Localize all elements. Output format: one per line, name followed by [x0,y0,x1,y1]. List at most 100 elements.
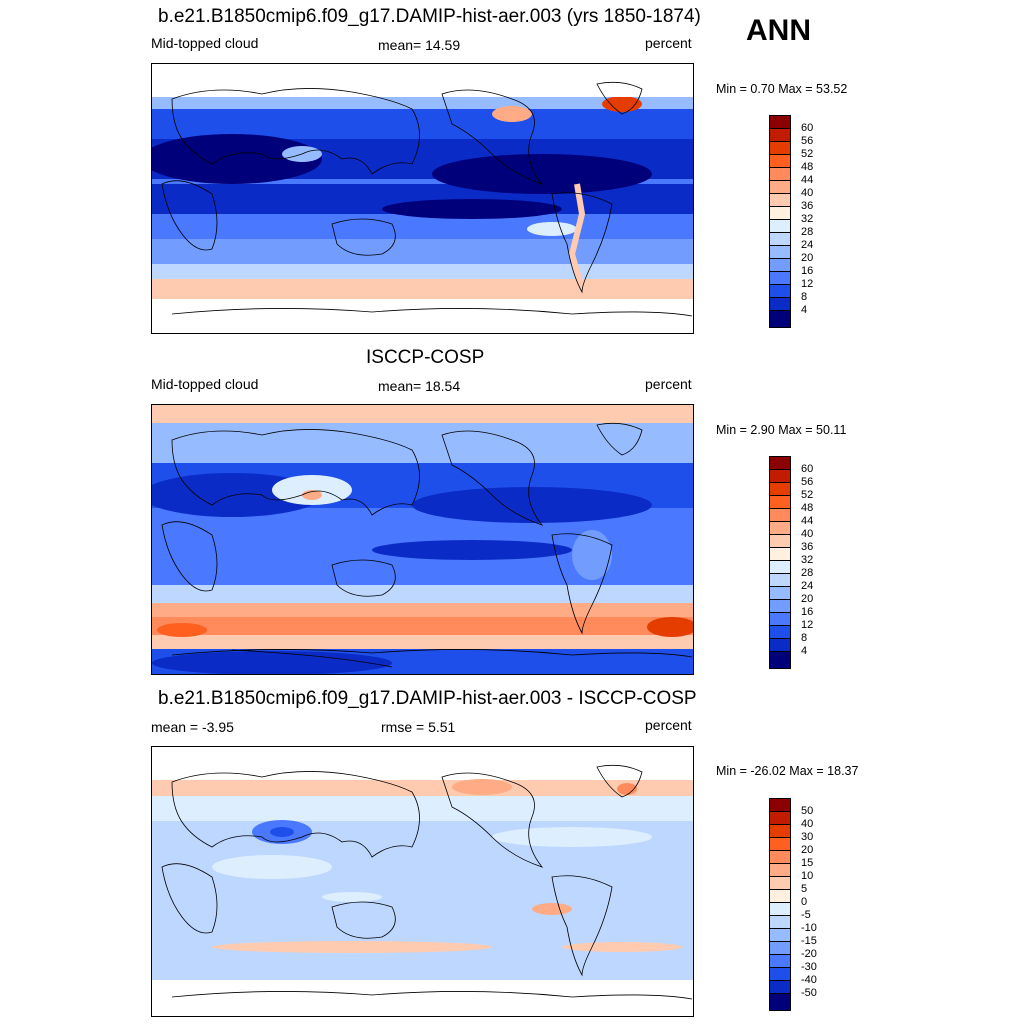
panel1-colorbar-label: 36 [801,200,814,212]
panel1-colorbar-swatch [769,154,791,168]
panel3-colorbar: 50 40 30 20 15 10 5 0 -5 -10 -15 -20 -30… [769,798,817,1011]
panel2-map [151,404,694,675]
panel1-colorbar-label: 52 [801,148,814,160]
panel2-colorbar-swatch [769,521,791,535]
panel3-colorbar-swatch [769,993,791,1011]
panel3-colorbar-label: 0 [801,896,808,908]
panel1-colorbar-swatch [769,271,791,285]
panel3-map [151,746,694,1017]
panel2-colorbar-swatch [769,547,791,561]
panel1-colorbar-swatch [769,206,791,220]
panel2-colorbar-label: 24 [801,580,814,592]
panel3-colorbar-swatch [769,876,791,890]
panel2-colorbar-label: 4 [801,645,808,657]
panel1-colorbar-swatch [769,128,791,142]
panel1-colorbar-swatch [769,193,791,207]
panel3-colorbar-label: -20 [801,948,817,960]
panel1-colorbar-swatch [769,245,791,259]
panel2-colorbar-label: 12 [801,619,814,631]
panel1-colorbar-label: 4 [801,304,808,316]
panel1-colorbar-label: 16 [801,265,814,277]
panel1-colorbar-swatch [769,284,791,298]
panel2-colorbar-label: 52 [801,489,814,501]
panel3-colorbar-label: -40 [801,974,817,986]
panel1-colorbar-label: 44 [801,174,814,186]
panel1-colorbar-swatch [769,141,791,155]
panel2-colorbar-label: 56 [801,476,814,488]
panel3-colorbar-swatch [769,863,791,877]
panel1-colorbar-swatch [769,232,791,246]
panel1-colorbar-swatch [769,115,791,129]
panel2-colorbar-label: 32 [801,554,814,566]
panel2-title: ISCCP-COSP [366,347,485,368]
panel2-colorbar-label: 40 [801,528,814,540]
panel3-colorbar-swatch [769,967,791,981]
panel3-mean-label: mean = -3.95 [151,719,234,735]
panel1-colorbar-label: 40 [801,187,814,199]
panel1-colorbar-label: 20 [801,252,814,264]
panel1-colorbar-swatch [769,219,791,233]
panel2-colorbar-label: 48 [801,502,814,514]
panel3-colorbar-swatch [769,954,791,968]
panel1-colorbar-label: 8 [801,291,808,303]
panel1-colorbar: 60 56 52 48 44 40 36 32 28 24 20 16 12 8… [769,115,813,328]
panel2-colorbar-swatch [769,560,791,574]
panel3-colorbar-label: 50 [801,805,814,817]
panel3-colorbar-swatch [769,915,791,929]
panel3-colorbar-label: 40 [801,818,814,830]
panel2-colorbar-label: 28 [801,567,814,579]
panel3-colorbar-label: -10 [801,922,817,934]
panel3-colorbar-swatch [769,798,791,812]
panel1-colorbar-label: 12 [801,278,814,290]
panel2-colorbar-swatch [769,573,791,587]
panel3-title: b.e21.B1850cmip6.f09_g17.DAMIP-hist-aer.… [158,688,697,709]
panel3-colorbar-label: 5 [801,883,808,895]
panel2-colorbar-swatch [769,482,791,496]
panel2-colorbar-swatch [769,456,791,470]
panel3-colorbar-label: 15 [801,857,814,869]
panel2-variable-label: Mid-topped cloud [151,376,259,392]
panel2-colorbar-swatch [769,469,791,483]
panel3-colorbar-label: -5 [801,909,811,921]
panel3-colorbar-swatch [769,889,791,903]
panel3-colorbar-swatch [769,902,791,916]
season-label: ANN [746,14,811,47]
panel2-colorbar-label: 36 [801,541,814,553]
panel2-units-label: percent [645,376,692,392]
panel2-min-max: Min = 2.90 Max = 50.11 [716,423,847,437]
panel3-colorbar-label: -30 [801,961,817,973]
panel2-colorbar-swatch [769,599,791,613]
panel2-colorbar-swatch [769,495,791,509]
panel2-mean-label: mean= 18.54 [378,378,461,394]
panel2-colorbar-swatch [769,638,791,652]
panel3-min-max: Min = -26.02 Max = 18.37 [716,764,859,778]
panel3-colorbar-swatch [769,850,791,864]
panel3-units-label: percent [645,717,692,733]
panel3-colorbar-swatch [769,928,791,942]
panel3-colorbar-swatch [769,941,791,955]
panel2-colorbar-swatch [769,612,791,626]
panel3-colorbar-swatch [769,837,791,851]
panel2-colorbar-swatch [769,586,791,600]
panel1-colorbar-label: 32 [801,213,814,225]
panel2-colorbar-label: 60 [801,463,814,475]
panel2-colorbar: 60 56 52 48 44 40 36 32 28 24 20 16 12 8… [769,456,813,669]
panel1-colorbar-label: 60 [801,122,814,134]
panel1-variable-label: Mid-topped cloud [151,35,259,51]
panel1-colorbar-label: 56 [801,135,814,147]
panel3-colorbar-label: -50 [801,987,817,999]
panel1-colorbar-swatch [769,258,791,272]
panel1-colorbar-swatch [769,180,791,194]
panel3-colorbar-swatch [769,811,791,825]
panel2-colorbar-label: 44 [801,515,814,527]
panel3-rmse-label: rmse = 5.51 [381,719,456,735]
panel3-colorbar-swatch [769,824,791,838]
panel3-colorbar-label: 30 [801,831,814,843]
panel2-colorbar-label: 8 [801,632,808,644]
panel1-min-max: Min = 0.70 Max = 53.52 [716,82,848,96]
panel2-colorbar-swatch [769,651,791,669]
panel2-colorbar-swatch [769,625,791,639]
panel3-colorbar-label: -15 [801,935,817,947]
panel3-colorbar-label: 20 [801,844,814,856]
panel2-colorbar-swatch [769,534,791,548]
